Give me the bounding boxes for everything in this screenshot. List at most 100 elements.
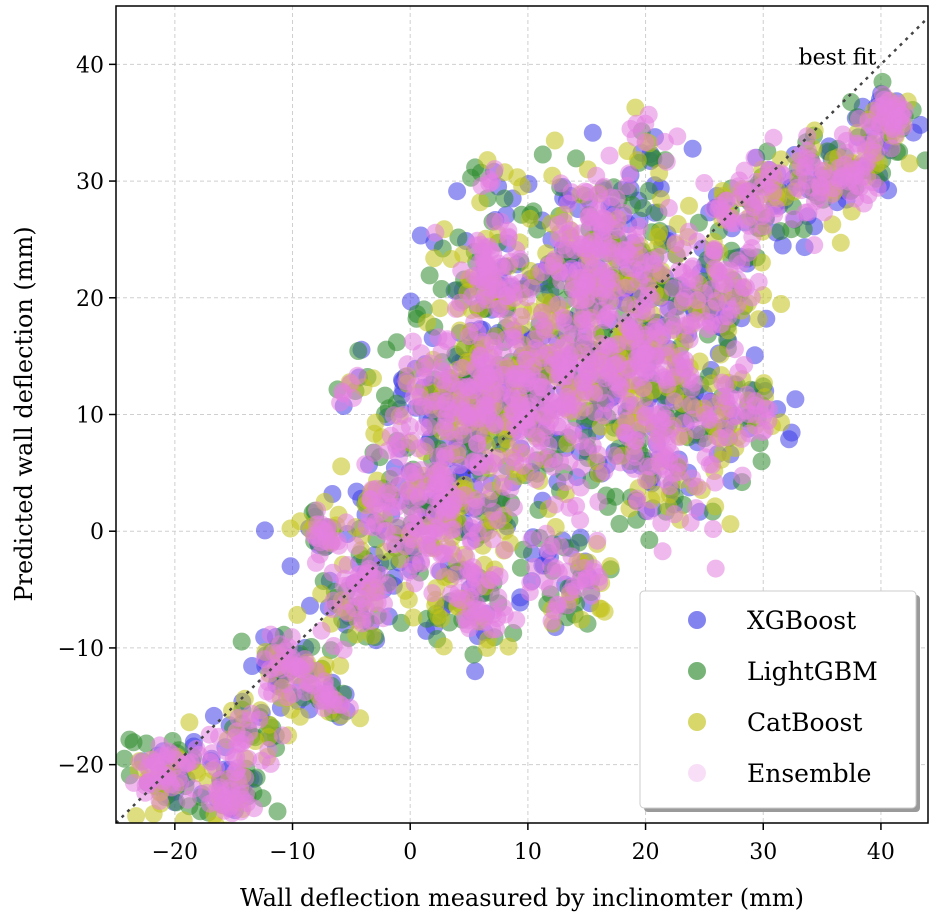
point-xgboost — [281, 557, 300, 576]
point-ensemble — [444, 520, 463, 539]
point-ensemble — [636, 114, 655, 133]
point-catboost — [545, 131, 564, 150]
point-ensemble — [527, 429, 546, 448]
point-ensemble — [644, 254, 663, 273]
x-axis-ticks: −20 −10 0 10 20 30 40 — [152, 823, 895, 865]
point-ensemble — [652, 514, 671, 533]
point-lightgbm — [610, 514, 629, 533]
point-xgboost — [911, 115, 928, 134]
point-ensemble — [488, 300, 507, 319]
best-fit-label: best fit — [799, 45, 877, 70]
point-catboost — [363, 626, 382, 645]
point-ensemble — [571, 571, 589, 590]
point-ensemble — [485, 212, 504, 231]
point-ensemble — [695, 284, 714, 303]
point-ensemble — [296, 656, 315, 674]
y-tick-label: −20 — [58, 754, 104, 779]
point-ensemble — [542, 537, 561, 556]
point-ensemble — [558, 224, 577, 243]
point-ensemble — [619, 259, 638, 278]
point-ensemble — [866, 131, 885, 150]
point-catboost — [332, 457, 351, 476]
point-ensemble — [595, 177, 614, 196]
point-ensemble — [630, 271, 649, 290]
point-ensemble — [473, 372, 492, 390]
point-ensemble — [400, 487, 419, 506]
point-ensemble — [508, 338, 527, 357]
point-ensemble — [571, 478, 590, 497]
point-lightgbm — [640, 531, 659, 549]
point-ensemble — [462, 563, 481, 582]
x-tick-label: 30 — [749, 840, 777, 865]
point-ensemble — [426, 223, 445, 242]
point-ensemble — [764, 128, 783, 147]
point-ensemble — [600, 146, 619, 165]
point-ensemble — [365, 443, 384, 462]
point-ensemble — [382, 498, 401, 517]
y-tick-label: 10 — [76, 404, 104, 429]
point-xgboost — [255, 521, 274, 540]
point-ensemble — [468, 270, 487, 289]
point-ensemble — [379, 576, 397, 595]
point-ensemble — [578, 183, 597, 202]
point-lightgbm — [511, 558, 530, 577]
point-ensemble — [320, 687, 339, 706]
point-ensemble — [162, 778, 181, 797]
point-ensemble — [833, 125, 852, 144]
point-ensemble — [815, 203, 834, 222]
point-catboost — [572, 610, 591, 629]
point-lightgbm — [569, 533, 588, 552]
point-ensemble — [269, 653, 288, 672]
point-ensemble — [384, 406, 403, 425]
point-ensemble — [626, 323, 645, 342]
point-ensemble — [420, 418, 439, 437]
point-ensemble — [735, 161, 754, 180]
point-lightgbm — [916, 151, 928, 170]
point-ensemble — [493, 382, 511, 401]
point-catboost — [288, 605, 307, 624]
point-ensemble — [555, 398, 574, 417]
point-ensemble — [241, 711, 260, 730]
point-ensemble — [374, 609, 393, 628]
point-catboost — [706, 497, 725, 516]
point-ensemble — [346, 536, 365, 555]
point-ensemble — [571, 511, 590, 530]
point-ensemble — [682, 396, 700, 414]
point-ensemble — [435, 443, 454, 462]
point-ensemble — [628, 492, 647, 511]
point-ensemble — [750, 193, 769, 212]
point-lightgbm — [449, 228, 468, 247]
legend-label-lightgbm: LightGBM — [747, 657, 878, 686]
point-ensemble — [882, 139, 901, 158]
point-ensemble — [659, 198, 678, 217]
point-ensemble — [737, 385, 756, 404]
point-ensemble — [636, 408, 654, 426]
point-catboost — [174, 811, 193, 823]
point-ensemble — [742, 288, 761, 307]
point-ensemble — [678, 280, 697, 298]
point-lightgbm — [464, 645, 483, 664]
point-catboost — [752, 253, 771, 272]
point-ensemble — [740, 424, 759, 443]
point-ensemble — [656, 370, 675, 389]
point-ensemble — [271, 635, 290, 654]
point-ensemble — [308, 501, 326, 520]
legend-label-ensemble: Ensemble — [747, 759, 871, 788]
point-ensemble — [595, 462, 614, 481]
point-ensemble — [429, 561, 448, 580]
point-ensemble — [492, 463, 511, 482]
point-ensemble — [468, 294, 487, 313]
point-ensemble — [676, 316, 695, 335]
point-ensemble — [704, 520, 723, 538]
point-ensemble — [392, 420, 410, 439]
point-catboost — [499, 637, 518, 656]
legend-marker-ensemble — [688, 764, 706, 782]
legend-marker-xgboost — [688, 611, 706, 629]
point-ensemble — [341, 374, 360, 393]
point-ensemble — [415, 359, 434, 378]
point-ensemble — [147, 753, 166, 772]
point-ensemble — [540, 579, 559, 598]
point-lightgbm — [349, 342, 368, 360]
best-fit-line — [116, 16, 928, 823]
point-ensemble — [558, 562, 577, 581]
